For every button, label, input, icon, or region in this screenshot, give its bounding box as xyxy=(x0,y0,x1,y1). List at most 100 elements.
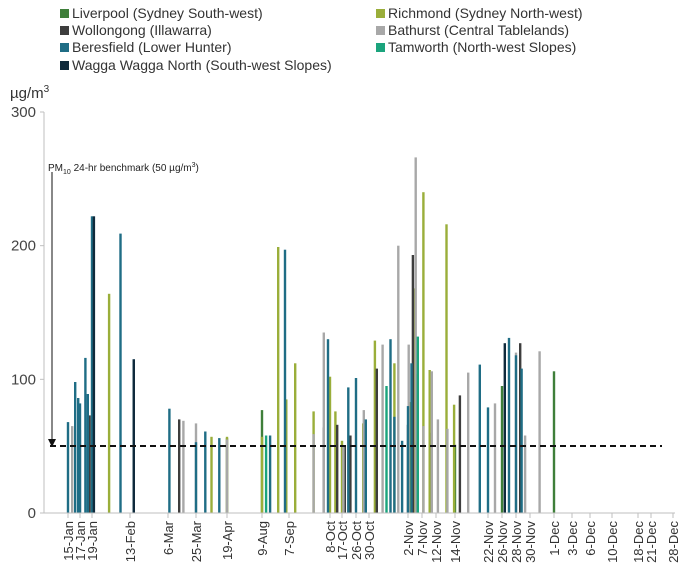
bar xyxy=(107,293,111,513)
x-tick-label: 26-Oct xyxy=(349,521,364,560)
bar xyxy=(326,339,330,513)
x-tick-label: 6-Mar xyxy=(161,520,176,555)
bar xyxy=(507,337,511,513)
bar xyxy=(436,419,440,513)
bar xyxy=(312,434,315,513)
bar xyxy=(393,416,396,513)
bar xyxy=(514,355,518,513)
bar xyxy=(260,436,264,513)
bar xyxy=(277,247,280,513)
bar xyxy=(520,368,523,513)
bar xyxy=(210,436,213,513)
bar xyxy=(430,371,433,513)
bar xyxy=(342,446,345,513)
bar xyxy=(500,386,504,513)
y-axis: 0 100 200 300 xyxy=(11,104,45,522)
y-tick-label: 200 xyxy=(11,238,36,255)
bar xyxy=(119,233,122,513)
legend-swatch xyxy=(60,9,69,18)
bar xyxy=(334,411,337,513)
bar xyxy=(336,424,339,513)
bar xyxy=(452,404,456,513)
legend-item: Wollongong (Illawarra) xyxy=(60,22,212,38)
x-tick-label: 6-Dec xyxy=(583,521,598,556)
bar xyxy=(74,382,77,513)
bar xyxy=(182,420,185,513)
bar xyxy=(493,403,497,513)
x-tick-label: 26-Nov xyxy=(495,521,510,563)
bar xyxy=(268,435,272,513)
x-tick-label: 1-Dec xyxy=(547,521,562,556)
bar xyxy=(285,399,288,513)
y-axis-label: µg/m3 xyxy=(10,84,50,102)
bar xyxy=(389,339,392,513)
bar xyxy=(458,395,462,513)
bar xyxy=(410,363,413,513)
x-tick-label: 22-Nov xyxy=(481,521,496,563)
bar xyxy=(467,372,470,513)
legend: Liverpool (Sydney South-west) Richmond (S… xyxy=(60,5,583,73)
bar xyxy=(373,340,377,513)
bar xyxy=(86,394,89,513)
bar xyxy=(445,224,448,514)
benchmark-arrowhead xyxy=(48,439,56,447)
bar xyxy=(347,387,350,513)
legend-item: Beresfield (Lower Hunter) xyxy=(60,39,232,55)
x-tick-label: 30-Oct xyxy=(362,521,377,560)
bar xyxy=(77,398,80,513)
legend-swatch xyxy=(60,43,69,52)
x-tick-label: 21-Dec xyxy=(644,521,659,563)
bar xyxy=(478,364,481,513)
x-tick-label: 12-Nov xyxy=(429,521,444,563)
benchmark: PM10 24-hr benchmark (50 µg/m3) xyxy=(48,162,662,447)
bar xyxy=(400,440,404,513)
bar xyxy=(362,410,365,513)
x-tick-label: 9-Aug xyxy=(255,521,270,556)
benchmark-label: PM10 24-hr benchmark (50 µg/m3) xyxy=(48,162,199,176)
bar xyxy=(71,426,74,513)
y-tick-label: 100 xyxy=(11,371,36,388)
bar xyxy=(381,344,384,513)
x-tick-label: 15-Jan xyxy=(61,521,76,561)
legend-label: Wollongong (Illawarra) xyxy=(72,22,212,38)
bar xyxy=(538,351,541,513)
y-tick-label: 300 xyxy=(11,104,36,121)
x-tick-label: 17-Jan xyxy=(73,521,88,561)
bar xyxy=(90,216,94,514)
bar xyxy=(446,428,449,513)
bar xyxy=(503,343,506,513)
bar xyxy=(132,359,135,513)
bar xyxy=(66,422,70,513)
x-tick-label: 13-Feb xyxy=(123,521,138,562)
x-tick-label: 28-Nov xyxy=(509,521,524,563)
legend-item: Liverpool (Sydney South-west) xyxy=(60,5,263,21)
x-tick-label: 8-Oct xyxy=(323,521,338,553)
x-tick-label: 25-Mar xyxy=(189,520,204,562)
legend-item: Richmond (Sydney North-west) xyxy=(376,5,583,21)
bar xyxy=(486,407,490,513)
bar xyxy=(92,216,96,514)
x-tick-label: 28-Dec xyxy=(666,521,681,563)
x-tick-label: 30-Nov xyxy=(523,521,538,563)
legend-label: Tamworth (North-west Slopes) xyxy=(388,39,576,55)
x-tick-label: 10-Dec xyxy=(605,521,620,563)
bar xyxy=(283,249,287,513)
x-tick-label: 2-Nov xyxy=(401,521,416,556)
bar xyxy=(204,431,207,513)
bar xyxy=(397,245,400,513)
bar xyxy=(375,368,378,513)
legend-item: Tamworth (North-west Slopes) xyxy=(376,39,576,55)
x-tick-label: 7-Sep xyxy=(282,521,297,556)
bar xyxy=(414,157,417,513)
bar xyxy=(411,255,415,513)
x-tick-label: 19-Apr xyxy=(220,520,235,560)
legend-swatch xyxy=(60,26,69,35)
bar xyxy=(523,435,527,513)
legend-swatch xyxy=(60,61,69,70)
bar xyxy=(422,426,425,513)
bar xyxy=(178,419,181,513)
bar xyxy=(552,371,556,513)
legend-item: Bathurst (Central Tablelands) xyxy=(376,22,569,38)
bars xyxy=(66,157,556,514)
legend-swatch xyxy=(376,43,385,52)
